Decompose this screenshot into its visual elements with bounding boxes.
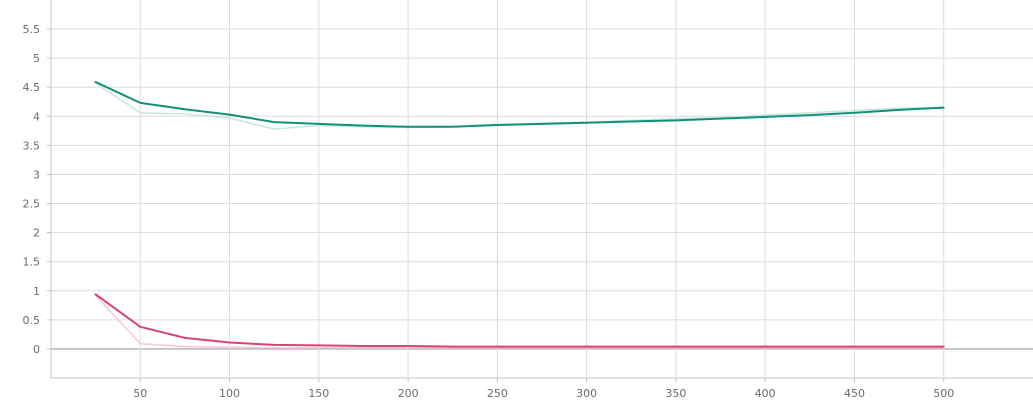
y-tick-label: 1.5 [23,256,41,269]
series-line-1 [94,82,945,130]
x-tick-label: 200 [398,387,419,400]
y-tick-label: 0 [33,343,40,356]
y-tick-label: 2.5 [23,198,41,211]
x-tick-label: 350 [665,387,686,400]
series-line-2 [94,81,945,128]
y-tick-label: 3 [33,168,40,181]
series-line-4 [94,293,945,348]
x-tick-label: 250 [487,387,508,400]
y-tick-label: 4 [33,110,40,123]
y-tick-labels: 0 0.5 1 1.5 2 2.5 3 3.5 4 4.5 5 5.5 [23,23,41,356]
y-tick-label: 5 [33,52,40,65]
y-tick-label: 4.5 [23,81,41,94]
x-tick-label: 50 [133,387,147,400]
x-tick-labels: 50 100 150 200 250 300 350 400 450 500 [133,387,954,400]
y-tick-label: 2 [33,227,40,240]
series-lines [94,81,945,349]
y-tick-label: 1 [33,285,40,298]
x-tick-label: 400 [755,387,776,400]
series-line-3 [94,294,945,349]
y-tick-label: 3.5 [23,139,41,152]
grid [51,0,1033,378]
x-tick-label: 100 [219,387,240,400]
y-tick-label: 0.5 [23,314,41,327]
x-tick-label: 500 [933,387,954,400]
axes [47,0,1033,382]
x-tick-label: 150 [308,387,329,400]
x-tick-label: 300 [576,387,597,400]
x-tick-label: 450 [844,387,865,400]
y-tick-label: 5.5 [23,23,41,36]
